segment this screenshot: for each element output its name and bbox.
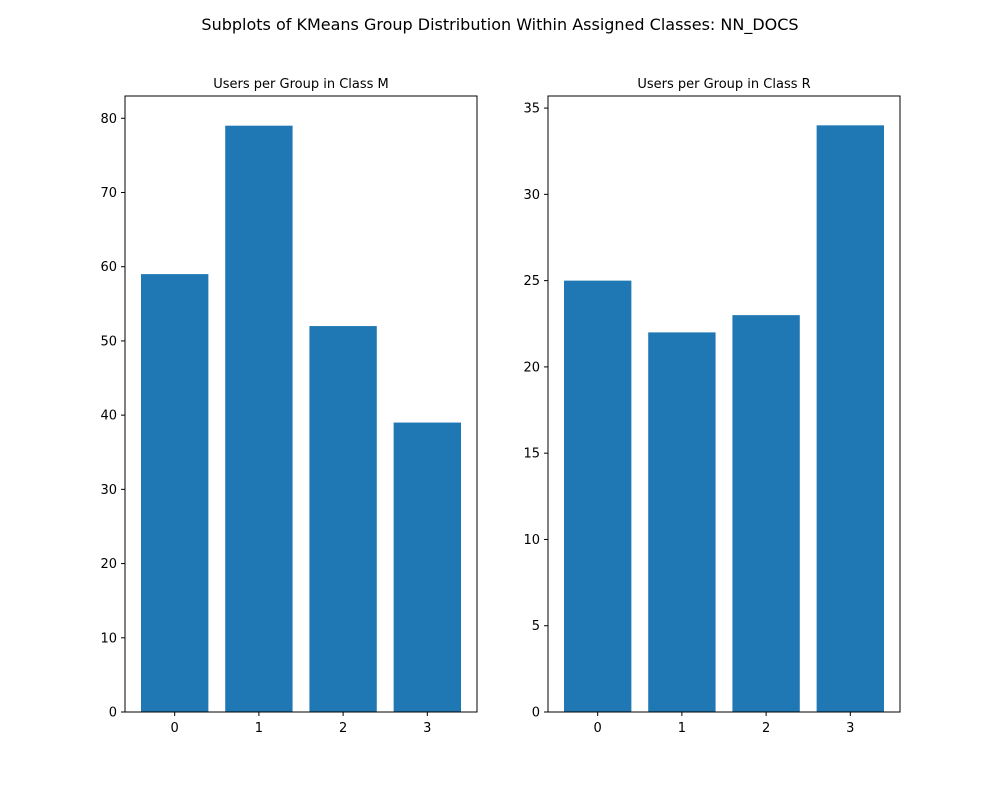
y-tick-label: 30 [100, 483, 117, 498]
x-axis: 0 1 2 3 [171, 712, 431, 736]
subplot-class-m: Users per Group in Class M 0102030405060… [100, 77, 478, 736]
x-tick-label: 1 [678, 721, 686, 736]
y-tick-label: 30 [523, 188, 540, 203]
bar-group [564, 125, 884, 712]
bar-1 [648, 332, 716, 712]
subplot-class-r: Users per Group in Class R 0510152025303… [523, 77, 901, 736]
bar-2 [309, 326, 377, 712]
x-tick-label: 2 [339, 721, 347, 736]
y-tick-label: 0 [532, 706, 540, 721]
axes-frame [124, 95, 478, 713]
bar-group [141, 125, 461, 712]
subplot-title: Users per Group in Class M [213, 77, 389, 92]
x-tick-label: 0 [594, 721, 602, 736]
y-tick-label: 10 [100, 631, 117, 646]
y-tick-label: 25 [523, 274, 540, 289]
figure-suptitle: Subplots of KMeans Group Distribution Wi… [201, 15, 798, 35]
y-tick-label: 20 [523, 360, 540, 375]
y-tick-label: 10 [523, 533, 540, 548]
y-tick-label: 40 [100, 409, 117, 424]
y-tick-label: 80 [100, 112, 117, 127]
x-axis: 0 1 2 3 [594, 712, 854, 736]
y-tick-label: 15 [523, 447, 540, 462]
subplot-title: Users per Group in Class R [637, 77, 810, 92]
x-tick-label: 2 [762, 721, 770, 736]
bar-0 [564, 280, 632, 712]
bar-3 [816, 125, 884, 712]
axes-frame [547, 95, 901, 713]
y-tick-label: 60 [100, 260, 117, 275]
x-tick-label: 3 [423, 721, 431, 736]
y-tick-label: 70 [100, 186, 117, 201]
y-tick-label: 20 [100, 557, 117, 572]
bar-1 [225, 125, 293, 712]
y-axis: 0 10 20 30 40 50 60 70 80 [100, 112, 125, 721]
bar-0 [141, 274, 209, 712]
x-tick-label: 1 [255, 721, 263, 736]
bar-2 [732, 315, 800, 712]
bar-3 [393, 422, 461, 712]
y-axis: 0 5 10 15 20 25 30 35 [523, 102, 548, 721]
x-tick-label: 0 [171, 721, 179, 736]
y-tick-label: 0 [109, 706, 117, 721]
y-tick-label: 5 [532, 619, 540, 634]
y-tick-label: 35 [523, 102, 540, 117]
x-tick-label: 3 [846, 721, 854, 736]
y-tick-label: 50 [100, 334, 117, 349]
